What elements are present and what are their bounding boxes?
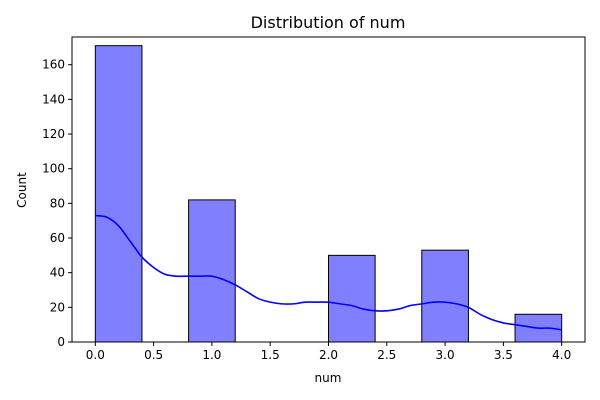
bars-layer — [94, 45, 563, 343]
x-tick-label: 0.0 — [86, 348, 105, 362]
y-tick-label: 160 — [42, 58, 65, 72]
histogram-bar-5 — [328, 254, 376, 343]
x-tick-label: 4.0 — [552, 348, 571, 362]
x-tick-label: 2.5 — [377, 348, 396, 362]
y-tick-label: 40 — [50, 266, 65, 280]
x-tick-label: 0.5 — [144, 348, 163, 362]
axes-layer: 0.0 0.5 1.0 1.5 2.0 2.5 3.0 3.5 4.0 0 20 40 60 80 100 1… — [42, 36, 586, 362]
y-tick-label: 100 — [42, 162, 65, 176]
y-axis-label: Count — [15, 172, 29, 208]
x-tick-label: 1.0 — [202, 348, 221, 362]
histogram-bar-0 — [94, 45, 143, 343]
kde-layer — [95, 214, 562, 331]
x-tick-label: 3.5 — [494, 348, 513, 362]
y-tick-label: 20 — [50, 300, 65, 314]
y-tick-label: 140 — [42, 92, 65, 106]
kde-line — [95, 214, 562, 331]
histogram-bar-2 — [188, 199, 236, 343]
x-tick-label: 1.5 — [261, 348, 280, 362]
y-tick-label: 0 — [57, 335, 65, 349]
x-axis-label: num — [315, 371, 342, 385]
x-tick-label: 2.0 — [319, 348, 338, 362]
histogram-bar-7 — [421, 249, 469, 343]
y-tick-label: 80 — [50, 196, 65, 210]
y-tick-label: 60 — [50, 231, 65, 245]
chart-title: Distribution of num — [251, 13, 406, 32]
y-tick-label: 120 — [42, 127, 65, 141]
x-tick-label: 3.0 — [436, 348, 455, 362]
